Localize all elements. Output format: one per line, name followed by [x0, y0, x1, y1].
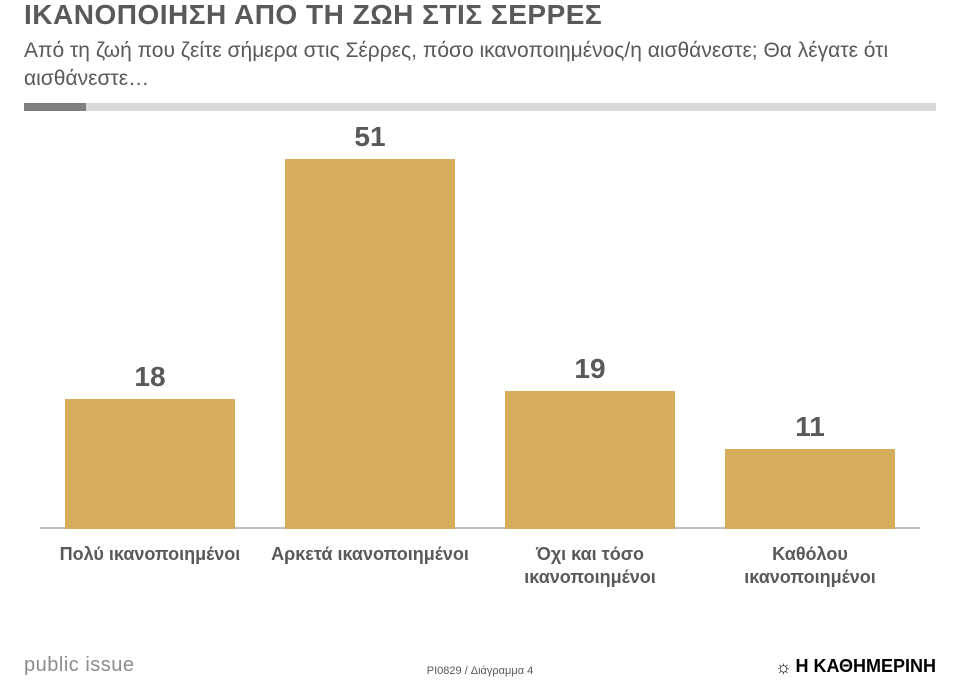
- bar-value-label: 18: [90, 361, 210, 393]
- bar: [285, 159, 455, 530]
- bar-chart: 18511911: [40, 129, 920, 529]
- bar-value-label: 51: [310, 121, 430, 153]
- footer: public issue PI0829 / Διάγραμμα 4 ☼ Η ΚΑ…: [24, 654, 936, 677]
- page-title: ΙΚΑΝΟΠΟΙΗΣΗ ΑΠΟ ΤΗ ΖΩΗ ΣΤΙΣ ΣΕΡΡΕΣ: [24, 0, 936, 31]
- x-axis-labels: Πολύ ικανοποιημένοι Αρκετά ικανοποιημένοι…: [40, 543, 920, 591]
- page-subtitle: Από τη ζωή που ζείτε σήμερα στις Σέρρες,…: [24, 37, 936, 94]
- x-axis-label: Αρκετά ικανοποιημένοι: [270, 543, 470, 566]
- divider-rest: [86, 103, 936, 111]
- footer-caption: PI0829 / Διάγραμμα 4: [24, 665, 936, 677]
- bar-value-label: 19: [530, 353, 650, 385]
- x-axis-label: Όχι και τόσο ικανοποιημένοι: [490, 543, 690, 588]
- divider: [24, 103, 936, 111]
- bar: [505, 391, 675, 529]
- divider-accent: [24, 103, 86, 111]
- bar: [725, 449, 895, 529]
- x-axis-label: Πολύ ικανοποιημένοι: [50, 543, 250, 566]
- bar-value-label: 11: [750, 411, 870, 443]
- bar: [65, 399, 235, 530]
- x-axis-label: Καθόλου ικανοποιημένοι: [710, 543, 910, 588]
